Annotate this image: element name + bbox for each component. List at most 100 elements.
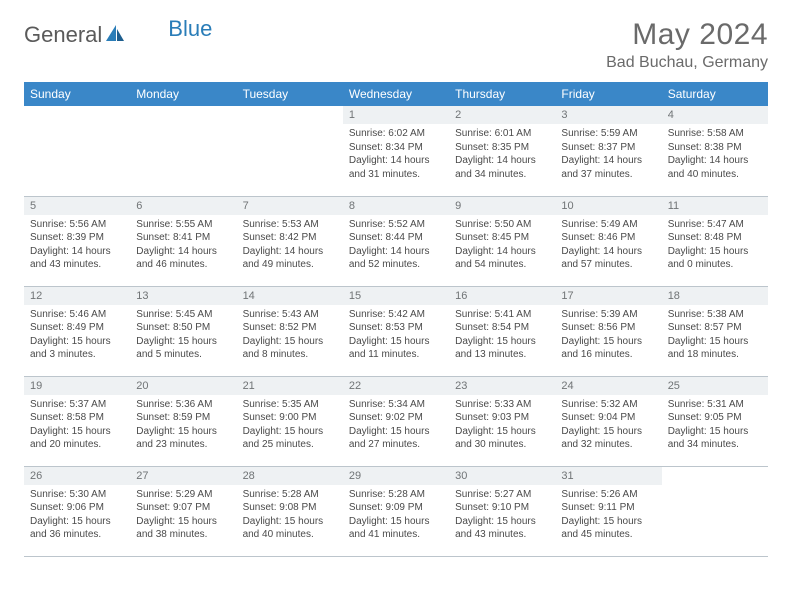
- calendar-day-cell: 2Sunrise: 6:01 AMSunset: 8:35 PMDaylight…: [449, 106, 555, 196]
- sunrise-text: Sunrise: 5:27 AM: [455, 488, 549, 502]
- sunrise-text: Sunrise: 5:41 AM: [455, 308, 549, 322]
- day-number: 22: [343, 377, 449, 395]
- sunrise-text: Sunrise: 6:02 AM: [349, 127, 443, 141]
- day-details: Sunrise: 5:39 AMSunset: 8:56 PMDaylight:…: [555, 305, 661, 368]
- daylight-text: Daylight: 15 hours and 30 minutes.: [455, 425, 549, 452]
- calendar-day-cell: ..: [662, 466, 768, 556]
- day-number: 5: [24, 197, 130, 215]
- sunrise-text: Sunrise: 5:42 AM: [349, 308, 443, 322]
- daylight-text: Daylight: 15 hours and 3 minutes.: [30, 335, 124, 362]
- day-number: 10: [555, 197, 661, 215]
- day-number: 26: [24, 467, 130, 485]
- sunset-text: Sunset: 8:37 PM: [561, 141, 655, 155]
- calendar-day-cell: 11Sunrise: 5:47 AMSunset: 8:48 PMDayligh…: [662, 196, 768, 286]
- calendar-day-cell: 22Sunrise: 5:34 AMSunset: 9:02 PMDayligh…: [343, 376, 449, 466]
- calendar-day-cell: 20Sunrise: 5:36 AMSunset: 8:59 PMDayligh…: [130, 376, 236, 466]
- daylight-text: Daylight: 15 hours and 41 minutes.: [349, 515, 443, 542]
- weekday-header: Monday: [130, 82, 236, 106]
- day-details: Sunrise: 5:26 AMSunset: 9:11 PMDaylight:…: [555, 485, 661, 548]
- sunset-text: Sunset: 8:52 PM: [243, 321, 337, 335]
- sunset-text: Sunset: 8:44 PM: [349, 231, 443, 245]
- sunset-text: Sunset: 8:34 PM: [349, 141, 443, 155]
- sunset-text: Sunset: 9:08 PM: [243, 501, 337, 515]
- weekday-header: Saturday: [662, 82, 768, 106]
- brand-name-part1: General: [24, 22, 102, 48]
- calendar-day-cell: 5Sunrise: 5:56 AMSunset: 8:39 PMDaylight…: [24, 196, 130, 286]
- day-details: Sunrise: 5:58 AMSunset: 8:38 PMDaylight:…: [662, 124, 768, 187]
- day-details: Sunrise: 5:50 AMSunset: 8:45 PMDaylight:…: [449, 215, 555, 278]
- calendar-day-cell: 7Sunrise: 5:53 AMSunset: 8:42 PMDaylight…: [237, 196, 343, 286]
- day-details: Sunrise: 5:43 AMSunset: 8:52 PMDaylight:…: [237, 305, 343, 368]
- sunrise-text: Sunrise: 5:59 AM: [561, 127, 655, 141]
- calendar-day-cell: 13Sunrise: 5:45 AMSunset: 8:50 PMDayligh…: [130, 286, 236, 376]
- day-number: 20: [130, 377, 236, 395]
- daylight-text: Daylight: 14 hours and 37 minutes.: [561, 154, 655, 181]
- sunset-text: Sunset: 8:56 PM: [561, 321, 655, 335]
- sunrise-text: Sunrise: 6:01 AM: [455, 127, 549, 141]
- day-details: Sunrise: 5:46 AMSunset: 8:49 PMDaylight:…: [24, 305, 130, 368]
- daylight-text: Daylight: 15 hours and 32 minutes.: [561, 425, 655, 452]
- sunset-text: Sunset: 8:58 PM: [30, 411, 124, 425]
- sunrise-text: Sunrise: 5:28 AM: [349, 488, 443, 502]
- day-details: Sunrise: 5:37 AMSunset: 8:58 PMDaylight:…: [24, 395, 130, 458]
- daylight-text: Daylight: 14 hours and 52 minutes.: [349, 245, 443, 272]
- sunset-text: Sunset: 8:49 PM: [30, 321, 124, 335]
- calendar-day-cell: 6Sunrise: 5:55 AMSunset: 8:41 PMDaylight…: [130, 196, 236, 286]
- daylight-text: Daylight: 15 hours and 5 minutes.: [136, 335, 230, 362]
- day-details: Sunrise: 5:27 AMSunset: 9:10 PMDaylight:…: [449, 485, 555, 548]
- calendar-day-cell: 26Sunrise: 5:30 AMSunset: 9:06 PMDayligh…: [24, 466, 130, 556]
- sunrise-text: Sunrise: 5:26 AM: [561, 488, 655, 502]
- day-details: Sunrise: 5:36 AMSunset: 8:59 PMDaylight:…: [130, 395, 236, 458]
- daylight-text: Daylight: 14 hours and 43 minutes.: [30, 245, 124, 272]
- day-details: Sunrise: 5:38 AMSunset: 8:57 PMDaylight:…: [662, 305, 768, 368]
- day-details: Sunrise: 6:02 AMSunset: 8:34 PMDaylight:…: [343, 124, 449, 187]
- daylight-text: Daylight: 14 hours and 46 minutes.: [136, 245, 230, 272]
- daylight-text: Daylight: 15 hours and 25 minutes.: [243, 425, 337, 452]
- calendar-body: ......1Sunrise: 6:02 AMSunset: 8:34 PMDa…: [24, 106, 768, 556]
- sunrise-text: Sunrise: 5:43 AM: [243, 308, 337, 322]
- sunrise-text: Sunrise: 5:29 AM: [136, 488, 230, 502]
- sunset-text: Sunset: 8:53 PM: [349, 321, 443, 335]
- daylight-text: Daylight: 15 hours and 18 minutes.: [668, 335, 762, 362]
- day-details: Sunrise: 5:45 AMSunset: 8:50 PMDaylight:…: [130, 305, 236, 368]
- sunset-text: Sunset: 8:38 PM: [668, 141, 762, 155]
- sunset-text: Sunset: 9:06 PM: [30, 501, 124, 515]
- sunrise-text: Sunrise: 5:50 AM: [455, 218, 549, 232]
- day-details: Sunrise: 5:52 AMSunset: 8:44 PMDaylight:…: [343, 215, 449, 278]
- day-details: Sunrise: 5:34 AMSunset: 9:02 PMDaylight:…: [343, 395, 449, 458]
- day-number: 25: [662, 377, 768, 395]
- sunset-text: Sunset: 8:39 PM: [30, 231, 124, 245]
- calendar-day-cell: 4Sunrise: 5:58 AMSunset: 8:38 PMDaylight…: [662, 106, 768, 196]
- sunrise-text: Sunrise: 5:35 AM: [243, 398, 337, 412]
- calendar-week-row: 26Sunrise: 5:30 AMSunset: 9:06 PMDayligh…: [24, 466, 768, 556]
- sunrise-text: Sunrise: 5:30 AM: [30, 488, 124, 502]
- sunrise-text: Sunrise: 5:55 AM: [136, 218, 230, 232]
- calendar-table: SundayMondayTuesdayWednesdayThursdayFrid…: [24, 82, 768, 557]
- calendar-day-cell: 18Sunrise: 5:38 AMSunset: 8:57 PMDayligh…: [662, 286, 768, 376]
- sunrise-text: Sunrise: 5:53 AM: [243, 218, 337, 232]
- daylight-text: Daylight: 15 hours and 8 minutes.: [243, 335, 337, 362]
- calendar-day-cell: 15Sunrise: 5:42 AMSunset: 8:53 PMDayligh…: [343, 286, 449, 376]
- sunset-text: Sunset: 9:03 PM: [455, 411, 549, 425]
- daylight-text: Daylight: 15 hours and 45 minutes.: [561, 515, 655, 542]
- daylight-text: Daylight: 15 hours and 13 minutes.: [455, 335, 549, 362]
- daylight-text: Daylight: 15 hours and 38 minutes.: [136, 515, 230, 542]
- sunrise-text: Sunrise: 5:33 AM: [455, 398, 549, 412]
- sunset-text: Sunset: 8:59 PM: [136, 411, 230, 425]
- day-number: 30: [449, 467, 555, 485]
- day-number: 28: [237, 467, 343, 485]
- daylight-text: Daylight: 15 hours and 36 minutes.: [30, 515, 124, 542]
- day-number: 15: [343, 287, 449, 305]
- sunset-text: Sunset: 8:35 PM: [455, 141, 549, 155]
- sunset-text: Sunset: 9:07 PM: [136, 501, 230, 515]
- sunset-text: Sunset: 8:50 PM: [136, 321, 230, 335]
- sunrise-text: Sunrise: 5:38 AM: [668, 308, 762, 322]
- calendar-day-cell: 23Sunrise: 5:33 AMSunset: 9:03 PMDayligh…: [449, 376, 555, 466]
- calendar-week-row: ......1Sunrise: 6:02 AMSunset: 8:34 PMDa…: [24, 106, 768, 196]
- day-number: 4: [662, 106, 768, 124]
- day-number: 3: [555, 106, 661, 124]
- sunrise-text: Sunrise: 5:32 AM: [561, 398, 655, 412]
- day-details: Sunrise: 5:30 AMSunset: 9:06 PMDaylight:…: [24, 485, 130, 548]
- day-details: Sunrise: 5:33 AMSunset: 9:03 PMDaylight:…: [449, 395, 555, 458]
- sunset-text: Sunset: 8:54 PM: [455, 321, 549, 335]
